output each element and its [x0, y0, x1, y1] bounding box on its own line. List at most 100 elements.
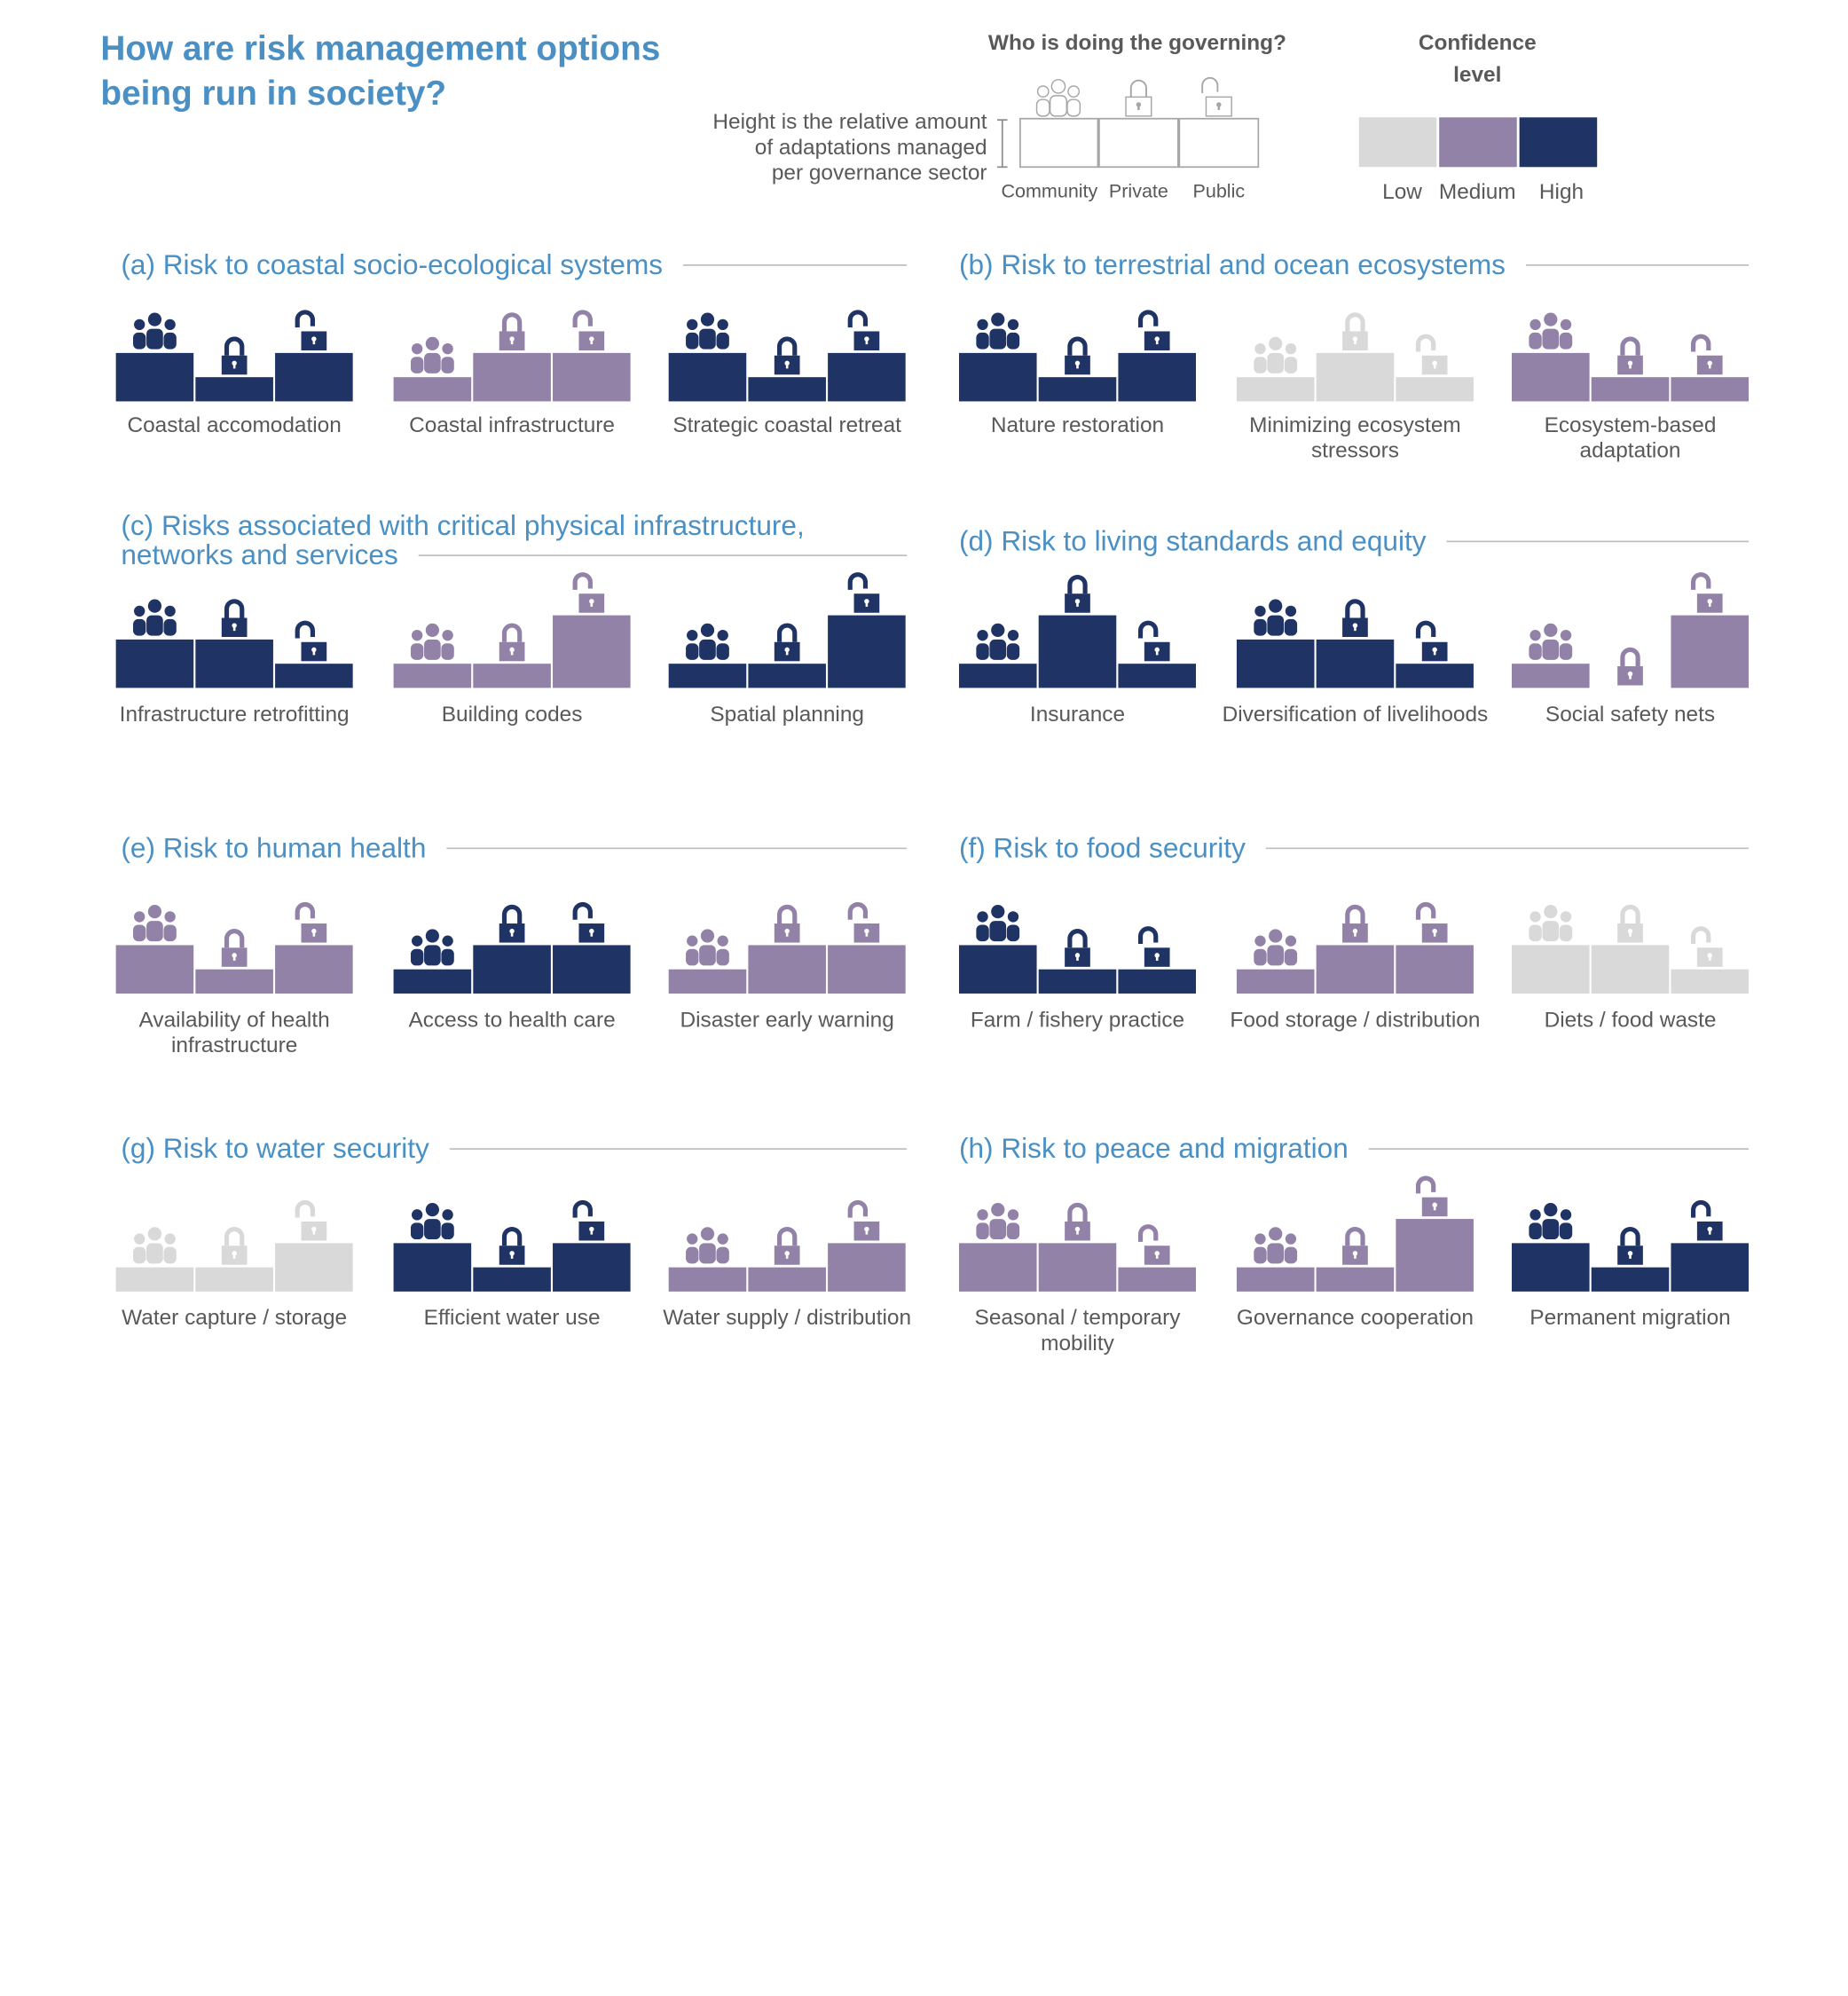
legend-box-private — [1098, 117, 1179, 169]
panel-heading: networks and services — [121, 538, 397, 570]
public-open-lock-icon — [1415, 1175, 1448, 1217]
community-icon — [410, 1202, 454, 1240]
option-group: Nature restoration — [958, 310, 1196, 437]
sector-bar — [668, 969, 747, 994]
sector-bar — [393, 664, 472, 688]
public-open-lock-icon — [847, 1199, 880, 1241]
legend-sector-private: Private — [1109, 181, 1168, 202]
figure-title-line-1: How are risk management options — [100, 30, 660, 68]
public-open-lock-icon — [1690, 926, 1723, 967]
sector-bar — [748, 1267, 826, 1292]
sector-bar — [553, 615, 631, 688]
sector-bar — [473, 945, 551, 994]
option-label: Food storage / distribution — [1230, 1008, 1480, 1032]
legend-level-low: Low — [1382, 180, 1422, 204]
option-group: Coastal infrastructure — [393, 310, 631, 437]
risk-panel: (b) Risk to terrestrial and ocean ecosys… — [958, 248, 1750, 463]
option-label: Building codes — [442, 703, 583, 727]
public-open-lock-icon — [1690, 1199, 1723, 1241]
private-lock-icon — [499, 312, 525, 351]
sector-bar — [195, 377, 273, 402]
option-label: Coastal accomodation — [127, 413, 341, 437]
sector-bar — [1038, 1243, 1117, 1292]
option-label: Strategic coastal retreat — [672, 413, 901, 437]
sector-bar — [275, 945, 353, 994]
community-icon — [410, 336, 454, 373]
sector-bar — [1671, 615, 1750, 688]
sector-bar — [473, 664, 551, 688]
sector-bar — [1316, 639, 1395, 688]
community-icon — [1254, 336, 1298, 373]
community-icon — [976, 312, 1020, 350]
legend-box-community — [1019, 117, 1099, 169]
option-group: Farm / fishery practice — [958, 905, 1196, 1032]
sector-bar — [1512, 945, 1590, 994]
legend-swatch-medium — [1439, 117, 1517, 168]
option-label: infrastructure — [171, 1033, 297, 1057]
option-group: Disaster early warning — [668, 901, 906, 1032]
sector-bar — [275, 352, 353, 402]
public-open-lock-icon — [572, 310, 605, 351]
sector-bar — [115, 639, 194, 688]
sector-bar — [1316, 945, 1395, 994]
legend-level-high: High — [1539, 180, 1584, 204]
sector-bar — [1118, 664, 1196, 688]
sector-bar — [958, 352, 1037, 402]
option-group: Permanent migration — [1512, 1199, 1750, 1330]
option-label: Farm / fishery practice — [971, 1008, 1184, 1032]
sector-bar — [828, 1243, 906, 1292]
private-lock-icon — [774, 336, 800, 375]
private-lock-icon — [1617, 336, 1643, 375]
legend-swatch-high — [1519, 117, 1598, 168]
legend-box-public — [1178, 117, 1260, 169]
sector-bar — [1236, 1267, 1315, 1292]
risk-panel: (f) Risk to food security Farm / fishery … — [958, 831, 1750, 1032]
sector-bar — [958, 1243, 1037, 1292]
legend-height-note-1: Height is the relative amount — [712, 110, 987, 134]
private-lock-icon — [1342, 1226, 1368, 1265]
option-label: Efficient water use — [424, 1306, 601, 1330]
community-icon — [133, 312, 177, 350]
risk-panel: (g) Risk to water security Water capture … — [115, 1132, 911, 1330]
private-lock-icon — [1065, 336, 1090, 375]
public-open-lock-icon — [847, 310, 880, 351]
sector-bar — [1512, 664, 1590, 688]
community-icon — [1529, 1202, 1573, 1240]
public-open-lock-icon — [847, 901, 880, 943]
panel-heading: (a) Risk to coastal socio-ecological sys… — [121, 248, 663, 280]
private-lock-icon — [774, 623, 800, 662]
community-icon — [976, 623, 1020, 660]
public-open-lock-icon — [295, 1199, 327, 1241]
public-open-lock-icon — [295, 901, 327, 943]
risk-panel: (c) Risks associated with critical physi… — [115, 509, 908, 727]
sector-bar — [1038, 615, 1117, 688]
sector-bar — [668, 664, 747, 688]
sector-bar — [195, 1267, 273, 1292]
sector-bar — [195, 639, 273, 688]
private-lock-icon — [1342, 312, 1368, 351]
legend-height-bracket — [997, 119, 1008, 169]
public-open-lock-icon — [847, 572, 880, 613]
sector-bar — [1038, 377, 1117, 402]
sector-bar — [115, 352, 194, 402]
private-lock-icon — [499, 623, 525, 662]
sector-bar — [275, 664, 353, 688]
public-open-lock-icon — [1690, 572, 1723, 613]
sector-bar — [1591, 377, 1670, 402]
sector-bar — [1591, 945, 1670, 994]
private-lock-icon — [499, 904, 525, 943]
option-label: Governance cooperation — [1237, 1306, 1474, 1330]
sector-bar — [115, 945, 194, 994]
risk-panels: (a) Risk to coastal socio-ecological sys… — [115, 248, 1750, 1356]
panel-heading: (d) Risk to living standards and equity — [959, 524, 1427, 556]
private-lock-icon — [221, 929, 248, 967]
private-lock-icon — [1342, 904, 1368, 943]
sector-bar — [1396, 1219, 1474, 1292]
private-lock-icon — [774, 1226, 800, 1265]
risk-panel: (h) Risk to peace and migration Seasonal … — [958, 1132, 1750, 1356]
sector-bar — [1038, 969, 1117, 994]
option-label: Permanent migration — [1530, 1306, 1730, 1330]
sector-bar — [958, 664, 1037, 688]
